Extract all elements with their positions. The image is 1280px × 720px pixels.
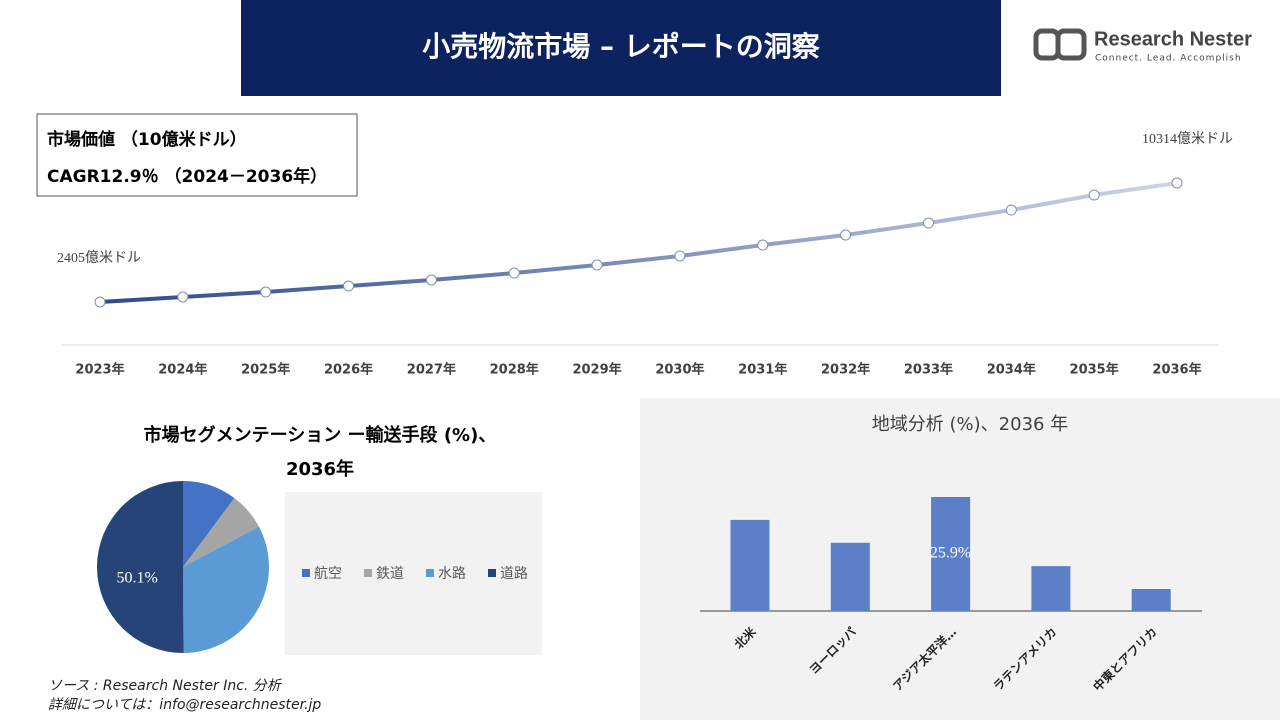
data-label: 25.9%: [930, 545, 971, 562]
point: [922, 217, 934, 229]
data-label: 10314億米ドル: [1142, 131, 1233, 147]
point: [1088, 189, 1100, 201]
point: [840, 229, 852, 241]
legend-label: 水路: [438, 566, 466, 582]
logo-text: Research Nester: [1094, 28, 1252, 50]
pie-slice: [183, 498, 259, 567]
legend-box: [285, 492, 542, 655]
point: [508, 267, 520, 279]
page-title: 小売物流市場 – レポートの洞察: [422, 30, 820, 63]
x-tick-label: 2036年: [1152, 362, 1201, 378]
x-tick-label: 2034年: [987, 362, 1036, 378]
data-label: 2405億米ドル: [57, 250, 141, 266]
x-tick-label: 2029年: [572, 362, 621, 378]
pie-slice: [183, 481, 235, 567]
legend-label: 道路: [500, 566, 528, 582]
x-tick-label: 2033年: [904, 362, 953, 378]
legend-swatch: [426, 569, 434, 577]
logo-icon: [1033, 28, 1061, 61]
point: [757, 239, 769, 251]
legend-swatch: [364, 569, 372, 577]
point: [177, 291, 189, 303]
bar: [830, 542, 870, 611]
point: [674, 250, 686, 262]
source-text: 詳細については：info@researchnester.jp: [48, 697, 321, 713]
legend-swatch: [488, 569, 496, 577]
pie-slice: [183, 526, 269, 653]
chart-title: 市場セグメンテーション ー輸送手段 (%)、 2036年: [144, 424, 497, 480]
x-tick-label: 2031年: [738, 362, 787, 378]
point: [343, 280, 355, 292]
legend-label: 鉄道: [376, 566, 404, 582]
legend-swatch: [302, 569, 310, 577]
x-tick-label: 2026年: [324, 362, 373, 378]
point: [1005, 204, 1017, 216]
x-tick-label: 2035年: [1070, 362, 1119, 378]
x-tick-label: 2032年: [821, 362, 870, 378]
header-band: [241, 0, 1001, 96]
point: [1171, 177, 1183, 189]
logo-tagline: Connect. Lead. Accomplish: [1095, 54, 1242, 64]
info-text: CAGR12.9％ （2024－2036年）: [47, 166, 327, 187]
bar: [931, 497, 971, 611]
x-tick-label: 2024年: [158, 362, 207, 378]
data-label: 50.1%: [117, 570, 158, 587]
logo-icon: [1055, 28, 1087, 61]
bar: [1031, 566, 1071, 611]
info-box: [36, 113, 358, 197]
legend-label: 航空: [314, 566, 342, 582]
bar: [1131, 588, 1171, 611]
point: [591, 259, 603, 271]
source-text: ソース : Research Nester Inc. 分析: [48, 678, 283, 694]
x-tick-label: 2027年: [407, 362, 456, 378]
info-text: 市場価値 （10億米ドル）: [47, 129, 247, 150]
x-tick-label: 2030年: [655, 362, 704, 378]
chart-title: 地域分析 (%)、2036 年: [872, 414, 1068, 435]
x-tick-label: 2028年: [490, 362, 539, 378]
x-tick-label: 2023年: [75, 362, 124, 378]
point: [260, 286, 272, 298]
pie-slice: [96, 481, 184, 654]
line: [99, 181, 1178, 304]
point: [94, 296, 106, 308]
point: [425, 274, 437, 286]
x-tick-label: 2025年: [241, 362, 290, 378]
bar: [730, 519, 770, 611]
